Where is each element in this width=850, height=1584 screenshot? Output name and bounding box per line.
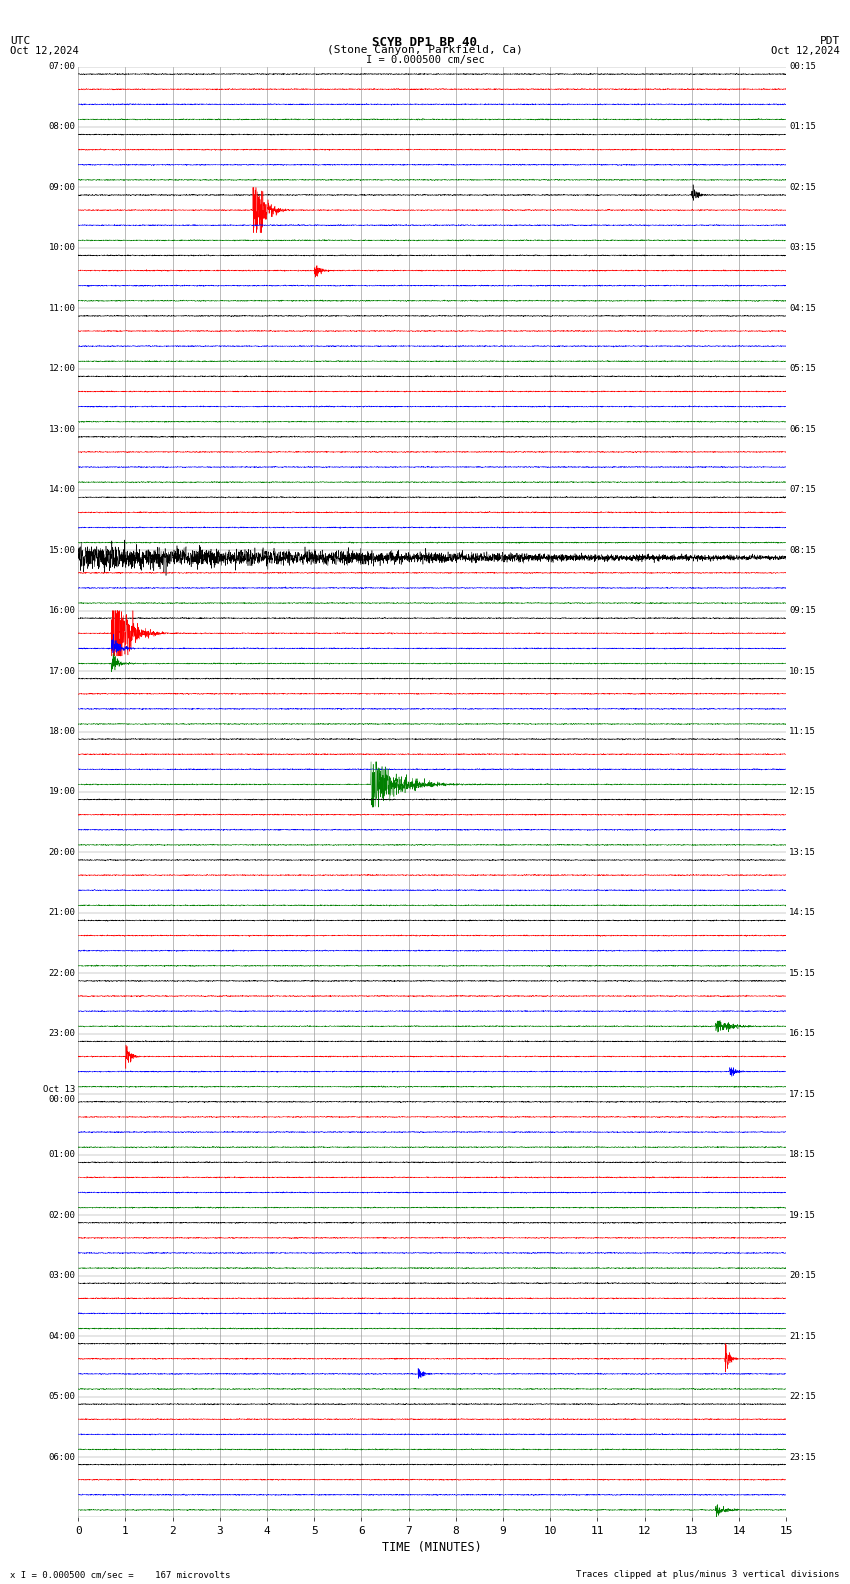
- Text: Oct 12,2024: Oct 12,2024: [10, 46, 79, 55]
- Text: x I = 0.000500 cm/sec =    167 microvolts: x I = 0.000500 cm/sec = 167 microvolts: [10, 1570, 230, 1579]
- Text: (Stone Canyon, Parkfield, Ca): (Stone Canyon, Parkfield, Ca): [327, 44, 523, 55]
- Text: Traces clipped at plus/minus 3 vertical divisions: Traces clipped at plus/minus 3 vertical …: [576, 1570, 840, 1579]
- Text: UTC: UTC: [10, 36, 31, 46]
- X-axis label: TIME (MINUTES): TIME (MINUTES): [382, 1541, 482, 1554]
- Text: Oct 12,2024: Oct 12,2024: [771, 46, 840, 55]
- Text: SCYB DP1 BP 40: SCYB DP1 BP 40: [372, 35, 478, 49]
- Text: PDT: PDT: [819, 36, 840, 46]
- Text: I = 0.000500 cm/sec: I = 0.000500 cm/sec: [366, 55, 484, 65]
